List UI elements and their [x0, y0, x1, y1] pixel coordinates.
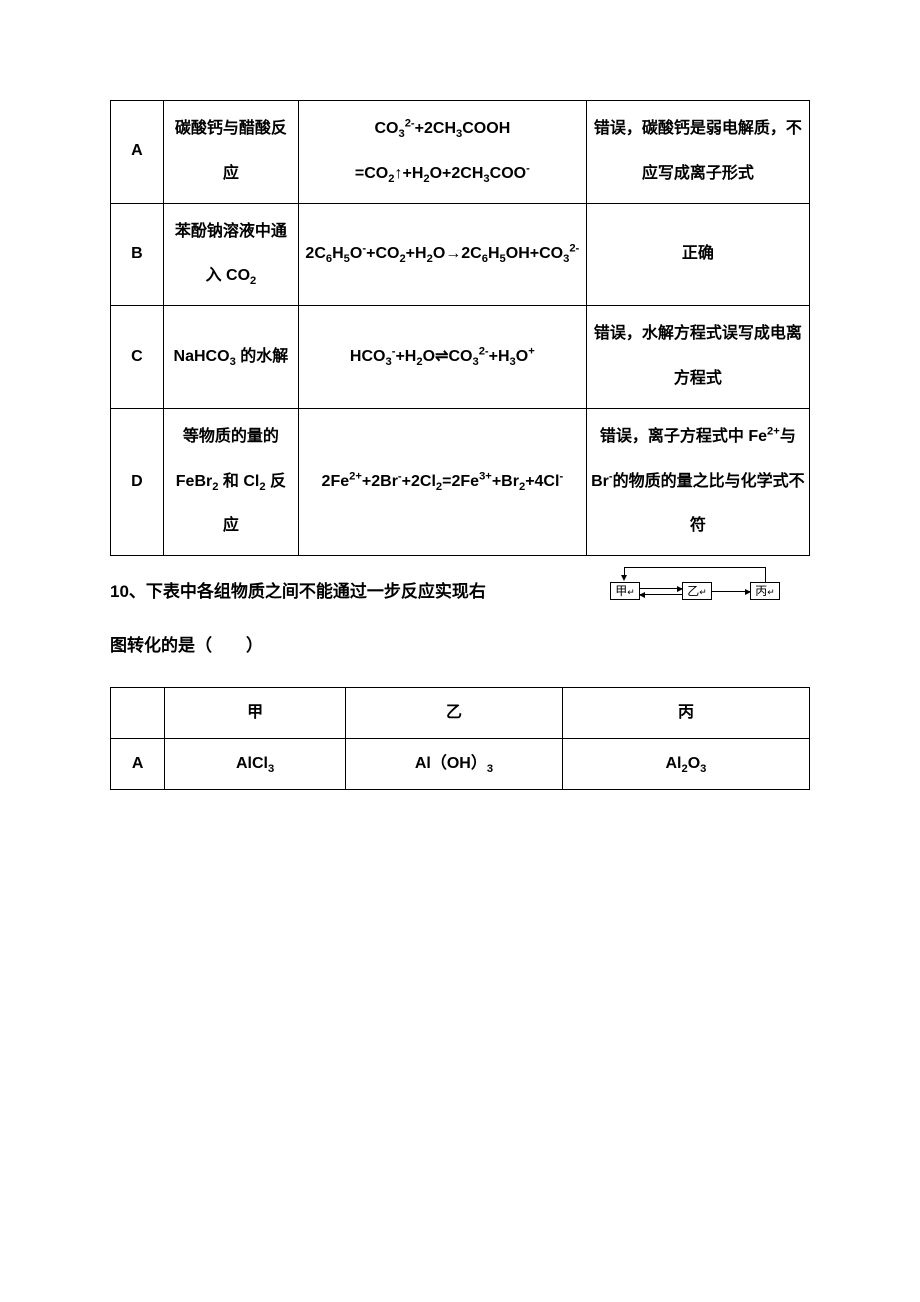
diagram-canvas: 甲↵ 乙↵ 丙↵: [602, 562, 782, 604]
row-judge: 错误，碳酸钙是弱电解质，不应写成离子形式: [586, 101, 809, 204]
row-equation: HCO3-+H2O⇌CO32-+H3O+: [298, 306, 586, 409]
table-row: A AlCl3 Al（OH）3 Al2O3: [111, 738, 810, 789]
table-row: C NaHCO3 的水解 HCO3-+H2O⇌CO32-+H3O+ 错误，水解方…: [111, 306, 810, 409]
node-jia: 甲↵: [610, 582, 640, 600]
row-equation: CO32-+2CH3COOH =CO2↑+H2O+2CH3COO-: [298, 101, 586, 204]
arrow-yi-bing: [712, 591, 750, 592]
col-jia: 甲: [165, 688, 346, 739]
row-equation: 2C6H5O-+CO2+H2O→2C6H5OH+CO32-: [298, 203, 586, 306]
table-row: D 等物质的量的 FeBr2 和 Cl2 反应 2Fe2++2Br-+2Cl2=…: [111, 408, 810, 555]
col-blank: [111, 688, 165, 739]
node-bing: 丙↵: [750, 582, 780, 600]
arrow-jia-yi: [640, 588, 682, 589]
arrowhead-icon: [621, 575, 627, 581]
row-label: D: [111, 408, 164, 555]
table-options-body: A AlCl3 Al（OH）3 Al2O3: [111, 738, 810, 789]
row-desc: 等物质的量的 FeBr2 和 Cl2 反应: [163, 408, 298, 555]
row-equation: 2Fe2++2Br-+2Cl2=2Fe3++Br2+4Cl-: [298, 408, 586, 555]
row-desc: NaHCO3 的水解: [163, 306, 298, 409]
page: A 碳酸钙与醋酸反应 CO32-+2CH3COOH =CO2↑+H2O+2CH3…: [0, 0, 920, 870]
table-options: 甲 乙 丙 A AlCl3 Al（OH）3 Al2O3: [110, 687, 810, 789]
row-desc: 碳酸钙与醋酸反应: [163, 101, 298, 204]
conversion-diagram: 甲↵ 乙↵ 丙↵: [602, 562, 782, 604]
table-options-head: 甲 乙 丙: [111, 688, 810, 739]
row-label: C: [111, 306, 164, 409]
col-bing: 丙: [562, 688, 809, 739]
row-label: A: [111, 101, 164, 204]
table-equations-body: A 碳酸钙与醋酸反应 CO32-+2CH3COOH =CO2↑+H2O+2CH3…: [111, 101, 810, 556]
row-label: B: [111, 203, 164, 306]
diagram-edge: [765, 567, 766, 582]
row-judge: 错误，离子方程式中 Fe2+与 Br-的物质的量之比与化学式不符: [586, 408, 809, 555]
table-equations: A 碳酸钙与醋酸反应 CO32-+2CH3COOH =CO2↑+H2O+2CH3…: [110, 100, 810, 556]
table-row: 甲 乙 丙: [111, 688, 810, 739]
table-row: B 苯酚钠溶液中通入 CO2 2C6H5O-+CO2+H2O→2C6H5OH+C…: [111, 203, 810, 306]
row-desc: 苯酚钠溶液中通入 CO2: [163, 203, 298, 306]
arrow-yi-jia: [640, 594, 682, 595]
diagram-edge: [624, 567, 765, 568]
cell-jia: AlCl3: [165, 738, 346, 789]
col-yi: 乙: [345, 688, 562, 739]
row-judge: 正确: [586, 203, 809, 306]
cell-bing: Al2O3: [562, 738, 809, 789]
node-yi: 乙↵: [682, 582, 712, 600]
question-10-line2: 图转化的是（ ）: [110, 622, 810, 670]
row-label: A: [111, 738, 165, 789]
row-judge: 错误，水解方程式误写成电离方程式: [586, 306, 809, 409]
table-row: A 碳酸钙与醋酸反应 CO32-+2CH3COOH =CO2↑+H2O+2CH3…: [111, 101, 810, 204]
cell-yi: Al（OH）3: [345, 738, 562, 789]
spacer: [110, 669, 810, 687]
